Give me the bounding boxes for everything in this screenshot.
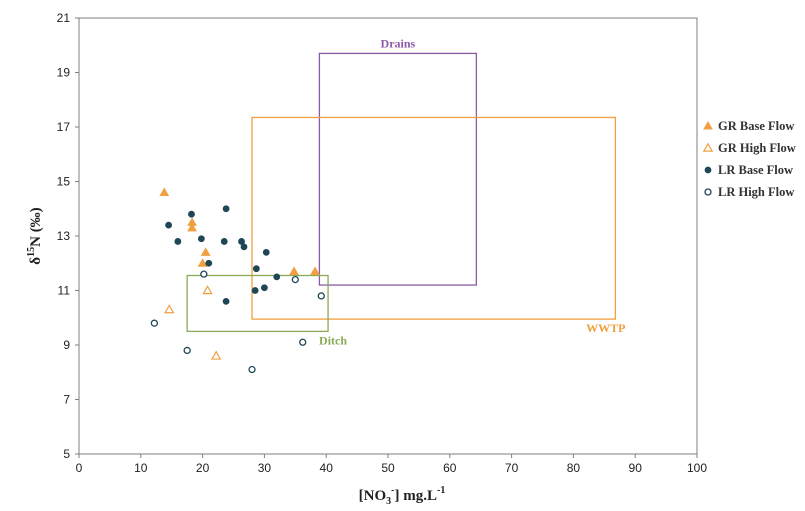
y-tick-label: 5 <box>63 447 70 461</box>
lr-base-flow-point <box>238 238 245 245</box>
x-tick-label: 10 <box>134 461 148 475</box>
x-tick-label: 80 <box>567 461 581 475</box>
gr-high-flow-point <box>163 304 175 314</box>
x-tick-label: 50 <box>381 461 395 475</box>
x-tick-label: 20 <box>196 461 210 475</box>
lr-base-flow-point <box>188 210 195 218</box>
lr-base-flow-point <box>205 259 213 267</box>
gr-base-flow-point <box>310 266 320 275</box>
region-drains-label: Drains <box>381 36 416 50</box>
x-tick-label: 40 <box>320 461 334 475</box>
lr-base-flow-point <box>252 265 260 273</box>
y-axis-title: δ15N (‰) <box>26 207 44 264</box>
y-tick-label: 21 <box>57 11 71 25</box>
region-ditch-box <box>186 274 329 333</box>
region-ditch-label: Ditch <box>319 333 347 347</box>
lr-base-flow-point <box>222 205 230 213</box>
lr-high-flow-legend-marker <box>704 188 712 196</box>
lr-high-flow-point <box>248 365 256 374</box>
lr-high-flow-point <box>299 338 307 346</box>
x-tick-label: 30 <box>258 461 272 475</box>
source-regions: Drains WWTP Ditch <box>186 36 625 347</box>
region-wwtp-box <box>251 116 617 320</box>
lr-high-flow-point <box>291 275 299 284</box>
region-wwtp-label: WWTP <box>586 321 625 335</box>
lr-base-flow-point <box>273 273 281 281</box>
gr-high-flow-legend-marker <box>702 142 714 152</box>
legend: GR Base Flow GR High Flow LR Base Flow LR H… <box>702 119 796 199</box>
plot-area <box>78 17 698 455</box>
gr-high-flow-point <box>210 350 222 360</box>
x-tick-label: 90 <box>629 461 643 475</box>
legend-label-lr-high-flow: LR High Flow <box>718 185 794 199</box>
lr-high-flow-point <box>200 270 208 278</box>
gr-base-flow-point <box>197 258 208 267</box>
lr-base-flow-point <box>220 238 228 245</box>
region-drains-box <box>318 52 478 286</box>
legend-label-gr-base-flow: GR Base Flow <box>718 119 794 133</box>
gr-base-flow-point <box>159 187 170 196</box>
data-points <box>150 187 325 374</box>
gr-base-flow-point <box>289 266 299 275</box>
y-tick-label: 13 <box>57 229 71 243</box>
y-tick-label: 19 <box>57 66 71 80</box>
y-tick-label: 9 <box>63 338 70 352</box>
x-tick-label: 100 <box>687 461 707 475</box>
lr-base-flow-point <box>251 287 259 294</box>
y-tick-label: 11 <box>58 284 71 298</box>
lr-base-flow-point <box>262 248 270 256</box>
legend-label-lr-base-flow: LR Base Flow <box>718 163 793 177</box>
x-tick-label: 70 <box>505 461 519 475</box>
axis-ticks: 0 10 20 30 40 50 60 70 80 90 100 5 7 9 11 13 15 17 19 21 <box>57 11 708 475</box>
x-tick-label: 60 <box>443 461 457 475</box>
lr-high-flow-point <box>317 292 325 300</box>
lr-base-flow-point <box>240 243 248 251</box>
lr-base-flow-point <box>197 235 205 243</box>
lr-high-flow-point <box>183 346 191 355</box>
gr-base-flow-point <box>187 222 197 232</box>
gr-base-flow-point <box>200 247 211 256</box>
lr-base-flow-point <box>165 221 173 229</box>
lr-base-flow-point <box>174 238 182 245</box>
y-tick-label: 17 <box>57 120 71 134</box>
gr-high-flow-point <box>202 285 213 295</box>
legend-label-gr-high-flow: GR High Flow <box>718 141 796 155</box>
lr-high-flow-point <box>150 319 159 327</box>
lr-base-flow-legend-marker <box>704 166 712 174</box>
gr-base-flow-legend-marker <box>703 120 713 130</box>
x-axis-title: [NO3-] mg.L-1 <box>359 485 446 507</box>
lr-base-flow-point <box>222 297 230 305</box>
x-tick-label: 0 <box>76 461 83 475</box>
y-tick-label: 7 <box>63 393 70 407</box>
lr-base-flow-point <box>260 284 268 292</box>
y-tick-label: 15 <box>57 175 71 189</box>
